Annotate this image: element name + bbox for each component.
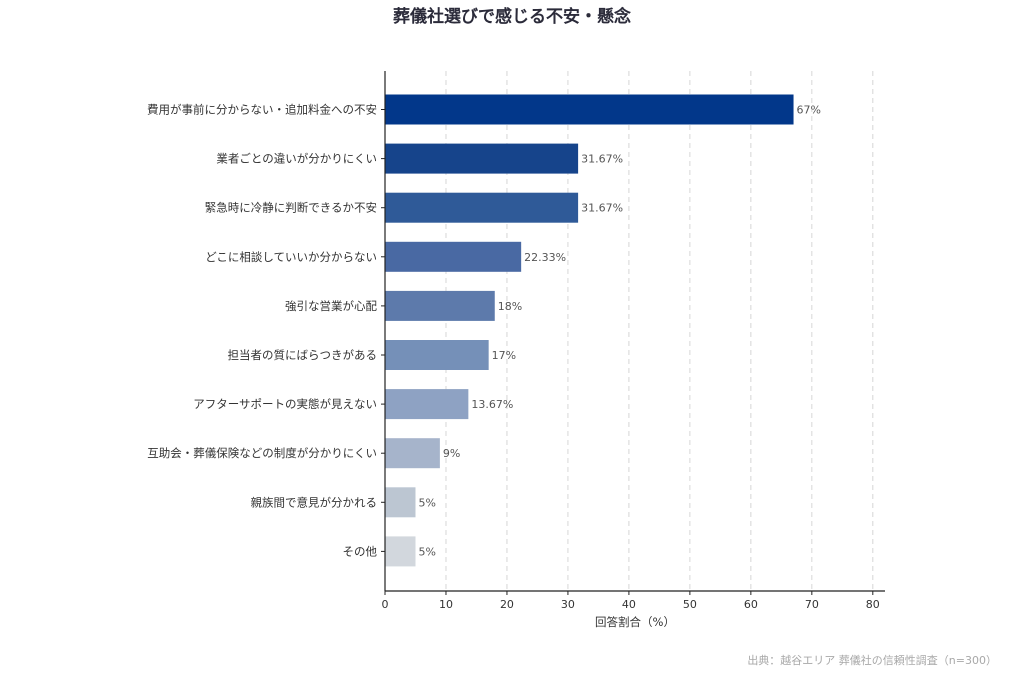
x-tick-label: 10: [439, 598, 453, 611]
category-label: アフターサポートの実態が見えない: [193, 397, 377, 411]
bar: [385, 438, 440, 469]
category-label: 業者ごとの違いが分かりにくい: [216, 152, 377, 166]
bar: [385, 487, 416, 518]
bar: [385, 340, 489, 370]
category-label: 担当者の質にばらつきがある: [228, 348, 378, 362]
category-label: 緊急時に冷静に判断できるか不安: [205, 201, 377, 215]
x-tick-label: 50: [683, 598, 697, 611]
category-label: その他: [343, 544, 378, 558]
value-label: 31.67%: [581, 153, 623, 166]
category-label: 費用が事前に分からない・追加料金への不安: [147, 103, 377, 117]
value-labels: 67% 31.67% 31.67% 22.33% 18% 17% 13.67% 9% 5% 5%: [418, 104, 821, 559]
category-label: 互助会・葬儀保険などの制度が分かりにくい: [147, 446, 377, 460]
category-label: 強引な営業が心配: [285, 299, 377, 313]
chart-title: 葬儀社選びで感じる不安・懸念: [393, 6, 631, 27]
bar: [385, 389, 469, 420]
value-label: 22.33%: [524, 251, 566, 264]
bar: [385, 290, 495, 321]
x-tick-label: 60: [744, 598, 758, 611]
x-axis-ticks: 0 10 20 30 40 50 60 70 80: [382, 591, 880, 611]
x-axis-label: 回答割合（%）: [595, 615, 675, 629]
x-tick-label: 40: [622, 598, 636, 611]
source-note: 出典：越谷エリア 葬儀社の信頼性調査（n=300）: [747, 653, 997, 667]
bars: [385, 94, 794, 567]
gridlines: [445, 71, 874, 591]
value-label: 17%: [492, 349, 516, 362]
category-labels: 費用が事前に分からない・追加料金への不安業者ごとの違いが分かりにくい緊急時に冷静…: [147, 103, 385, 558]
bar: [385, 241, 522, 272]
bar: [385, 94, 794, 125]
bar: [385, 143, 579, 174]
value-label: 5%: [418, 496, 435, 509]
bar: [385, 536, 416, 567]
category-label: どこに相談していいか分からない: [205, 250, 377, 264]
value-label: 67%: [797, 104, 821, 117]
x-tick-label: 0: [382, 598, 389, 611]
value-label: 13.67%: [471, 398, 513, 411]
category-label: 親族間で意見が分かれる: [251, 495, 378, 509]
bar: [385, 192, 579, 223]
value-label: 18%: [498, 300, 522, 313]
value-label: 5%: [418, 545, 435, 558]
x-tick-label: 30: [561, 598, 575, 611]
value-label: 9%: [443, 447, 460, 460]
x-tick-label: 80: [866, 598, 880, 611]
x-tick-label: 20: [500, 598, 514, 611]
x-tick-label: 70: [805, 598, 819, 611]
value-label: 31.67%: [581, 202, 623, 215]
